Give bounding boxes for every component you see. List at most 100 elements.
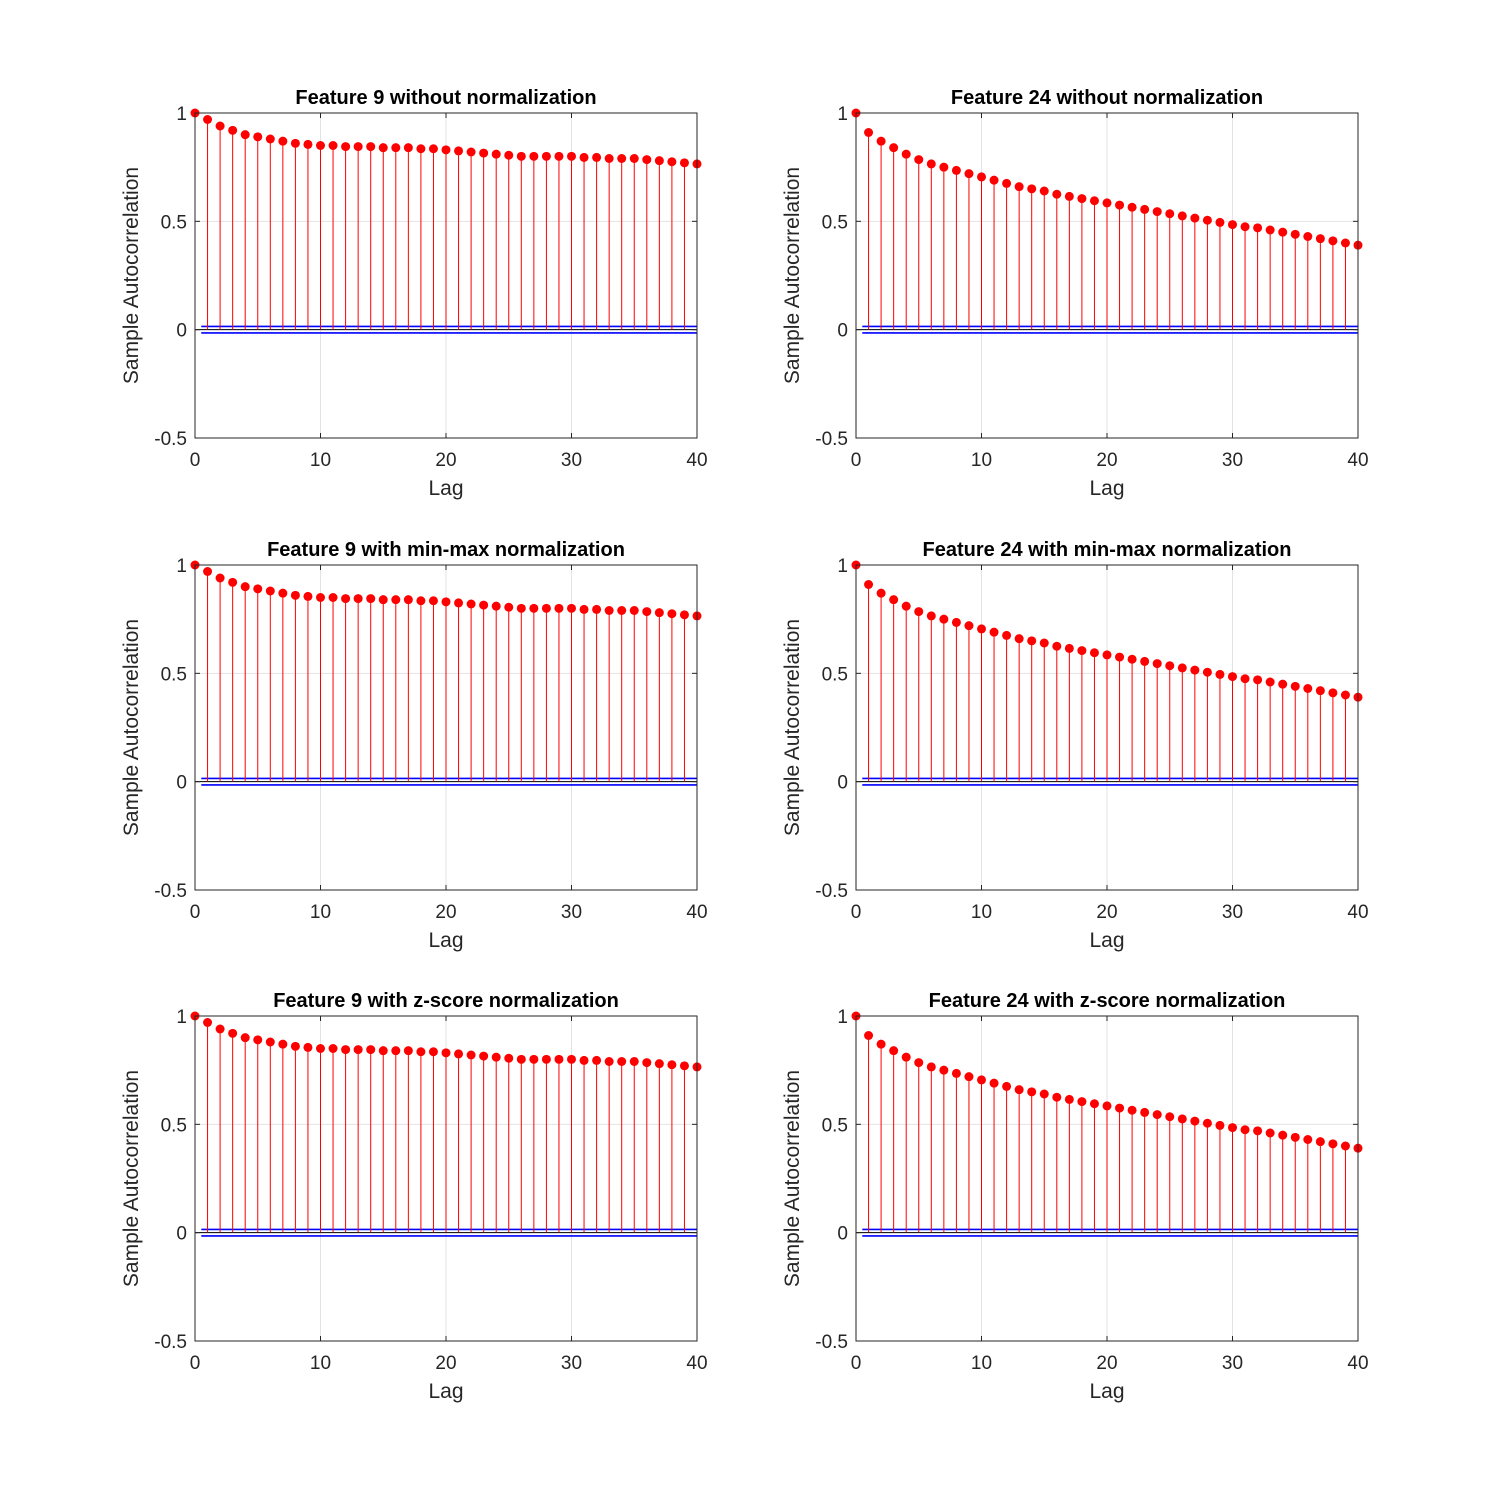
stem-marker	[1052, 1092, 1062, 1102]
stem-marker	[265, 586, 275, 596]
x-tick-label: 0	[851, 450, 862, 471]
stem-marker	[1064, 643, 1074, 653]
stem-marker	[353, 142, 363, 152]
stem-marker	[378, 1046, 388, 1056]
x-tick-label: 20	[435, 1353, 456, 1374]
stem-marker	[1340, 690, 1350, 700]
y-tick-label: 0.5	[161, 1115, 187, 1136]
stem-marker	[428, 1047, 438, 1057]
stem-marker	[939, 162, 949, 172]
x-tick-label: 40	[1347, 450, 1368, 471]
stem-marker	[516, 603, 526, 613]
y-tick-label: 0.5	[822, 664, 848, 685]
stem-marker	[441, 145, 451, 155]
stem-marker	[1102, 650, 1112, 660]
stem-marker	[240, 130, 250, 140]
stem-marker	[654, 1059, 664, 1069]
stem-marker	[1077, 194, 1087, 204]
y-tick-label: 0.5	[161, 664, 187, 685]
stem-marker	[926, 1062, 936, 1072]
stem-marker	[403, 1046, 413, 1056]
y-tick-label: 0	[176, 321, 187, 342]
stem-marker	[1002, 178, 1012, 188]
stem-marker	[290, 590, 300, 600]
stem-marker	[889, 1046, 899, 1056]
stem-marker	[951, 1068, 961, 1078]
stem-marker	[328, 1044, 338, 1053]
stem-marker	[964, 169, 974, 179]
stem-marker	[316, 593, 325, 602]
stem-marker	[629, 1057, 639, 1066]
stem-marker	[901, 601, 911, 611]
stem-marker	[391, 1046, 401, 1056]
stem-marker	[353, 1045, 363, 1055]
stem-marker	[265, 1037, 275, 1047]
stem-marker	[290, 138, 300, 148]
subplot-title: Feature 9 without normalization	[295, 87, 596, 109]
stem-marker	[1315, 686, 1325, 696]
stem-marker	[1265, 225, 1275, 235]
stem-marker	[579, 152, 589, 162]
stem-marker	[428, 596, 438, 606]
stem-marker	[1027, 1087, 1037, 1097]
stem-marker	[491, 601, 501, 611]
stem-marker	[914, 607, 924, 617]
stem-marker	[1265, 1128, 1275, 1138]
stem-marker	[1202, 1118, 1212, 1128]
y-tick-label: -0.5	[154, 881, 187, 902]
stem-marker	[1014, 1085, 1024, 1095]
stem-marker	[1089, 1099, 1099, 1109]
stem-marker	[504, 602, 514, 612]
stem-marker	[1152, 659, 1162, 669]
x-axis-label: Lag	[428, 1380, 463, 1403]
stem-marker	[1165, 209, 1175, 219]
stem-marker	[567, 151, 576, 161]
y-tick-label: 0.5	[822, 212, 848, 233]
stem-marker	[466, 1050, 476, 1060]
stem-marker	[278, 136, 288, 146]
stem-marker	[516, 1054, 526, 1064]
stem-marker	[876, 588, 886, 598]
y-axis-label: Sample Autocorrelation	[781, 1070, 804, 1287]
x-tick-label: 40	[686, 450, 707, 471]
stem-marker	[617, 1057, 627, 1066]
x-axis-label: Lag	[428, 929, 463, 952]
stem-marker	[1152, 1110, 1162, 1120]
stem-marker	[504, 1053, 514, 1063]
stem-marker	[1039, 638, 1049, 648]
stem-marker	[1202, 215, 1212, 225]
stem-marker	[926, 159, 936, 169]
y-tick-label: 0	[837, 321, 848, 342]
stem-marker	[228, 1028, 238, 1038]
stem-marker	[1328, 1139, 1338, 1149]
stem-marker	[1228, 1123, 1237, 1133]
stem-marker	[914, 1058, 924, 1068]
stem-marker	[864, 1031, 874, 1040]
stem-marker	[366, 594, 376, 604]
x-tick-label: 30	[1222, 1353, 1243, 1374]
stem-marker	[1190, 213, 1200, 223]
stem-marker	[341, 594, 351, 604]
stem-marker	[403, 595, 413, 605]
stem-marker	[1215, 1120, 1225, 1130]
stem-marker	[341, 1045, 351, 1055]
stem-marker	[1052, 641, 1062, 651]
x-tick-label: 10	[310, 1353, 331, 1374]
stem-marker	[579, 1055, 589, 1065]
stem-marker	[951, 617, 961, 627]
y-axis-label: Sample Autocorrelation	[120, 619, 143, 836]
y-tick-label: 0.5	[161, 212, 187, 233]
y-tick-label: 1	[176, 1007, 187, 1028]
stem-marker	[1340, 238, 1350, 248]
y-tick-label: -0.5	[815, 881, 848, 902]
stem-marker	[378, 595, 388, 605]
x-tick-label: 20	[1096, 902, 1117, 923]
stem-marker	[629, 606, 639, 615]
x-axis-label: Lag	[1089, 929, 1124, 952]
stem-marker	[592, 152, 602, 162]
y-tick-label: -0.5	[154, 429, 187, 450]
stem-marker	[541, 603, 551, 613]
